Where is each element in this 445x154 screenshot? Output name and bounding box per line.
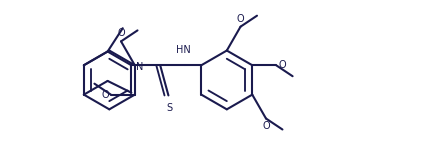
Text: S: S — [166, 103, 173, 113]
Text: N: N — [136, 62, 144, 72]
Text: O: O — [117, 28, 125, 38]
Text: O: O — [278, 60, 286, 70]
Text: O: O — [237, 14, 244, 24]
Text: O: O — [101, 90, 109, 100]
Text: O: O — [262, 122, 270, 132]
Text: HN: HN — [175, 45, 190, 55]
